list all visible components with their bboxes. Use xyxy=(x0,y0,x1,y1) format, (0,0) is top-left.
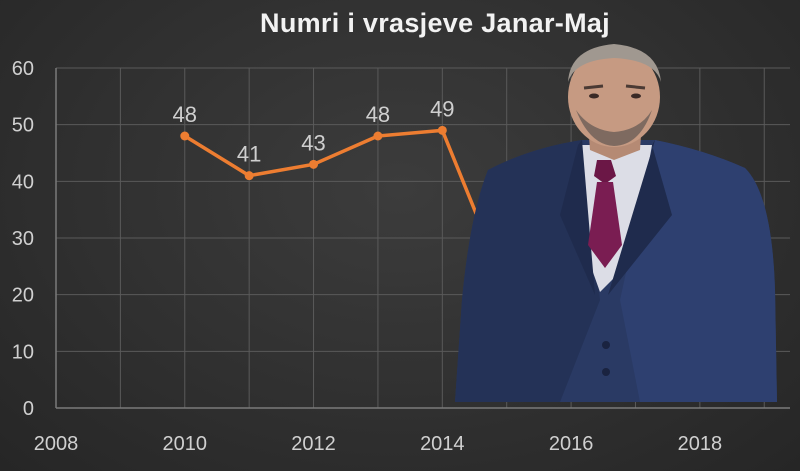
x-tick-label: 2014 xyxy=(420,433,465,455)
y-tick-label: 10 xyxy=(12,341,34,363)
data-label: 41 xyxy=(237,142,261,167)
data-point xyxy=(244,171,254,181)
data-point xyxy=(309,159,319,169)
data-label: 49 xyxy=(430,96,454,121)
person-photo xyxy=(455,44,777,402)
x-tick-label: 2016 xyxy=(549,433,594,455)
y-tick-label: 0 xyxy=(23,398,34,420)
y-tick-label: 40 xyxy=(12,171,34,193)
data-label: 48 xyxy=(173,102,197,127)
x-tick-label: 2008 xyxy=(34,433,79,455)
y-tick-label: 60 xyxy=(12,58,34,80)
x-tick-label: 2010 xyxy=(163,433,208,455)
x-tick-label: 2018 xyxy=(678,433,723,455)
x-tick-label: 2012 xyxy=(291,433,336,455)
data-point xyxy=(373,131,383,141)
data-label: 48 xyxy=(366,102,390,127)
axes: 0 10 20 30 40 50 60 2008 2010 2012 2014 2016 2018 xyxy=(12,58,790,455)
chart-title: Numri i vrasjeve Janar-Maj xyxy=(260,8,610,38)
y-tick-label: 30 xyxy=(12,228,34,250)
data-point xyxy=(437,125,447,135)
y-tick-label: 20 xyxy=(12,285,34,307)
data-label: 43 xyxy=(301,130,325,155)
data-point xyxy=(180,131,190,141)
y-tick-label: 50 xyxy=(12,115,34,137)
